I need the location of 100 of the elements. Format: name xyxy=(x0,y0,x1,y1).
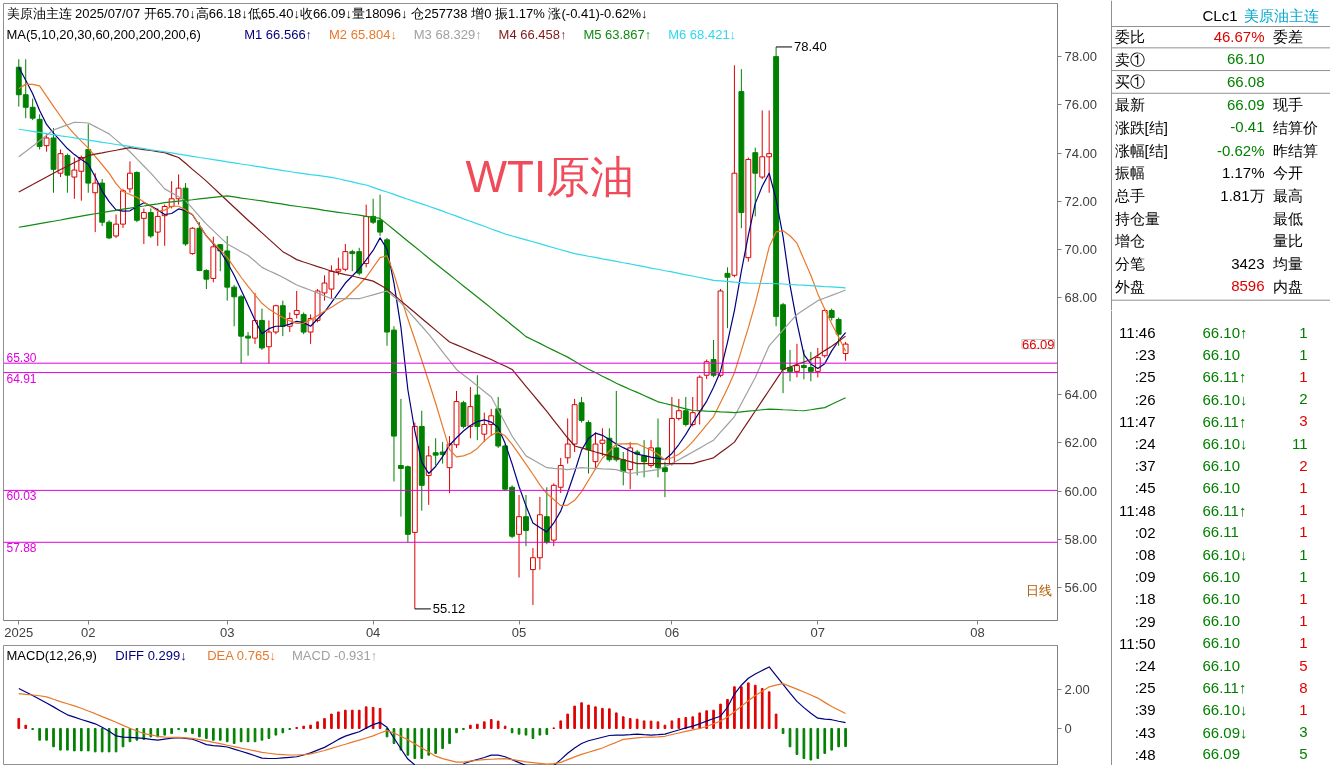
candlestick xyxy=(599,427,606,457)
data-label: 66.11↑ xyxy=(1202,679,1247,697)
annotation: 55.12 xyxy=(432,601,466,617)
data-label: 1 xyxy=(1299,478,1308,496)
data-label: 66.10↓ xyxy=(1202,390,1248,408)
category-label: :18 xyxy=(1134,590,1156,608)
data-label: 8596 xyxy=(1231,277,1265,295)
candlestick xyxy=(578,396,585,424)
x-tick-label: 02 xyxy=(81,624,96,640)
category-label: :02 xyxy=(1134,523,1156,541)
data-label: 66.10↓ xyxy=(1202,546,1248,563)
data-label: 66.10 xyxy=(1226,50,1265,68)
x-tick-label: 06 xyxy=(664,624,680,640)
candlestick xyxy=(523,494,529,547)
category-label: 结算价 xyxy=(1272,118,1318,136)
data-label: 66.10 xyxy=(1202,478,1241,496)
category-label: 振幅 xyxy=(1114,164,1145,182)
data-label: 66.10↓ xyxy=(1202,701,1248,719)
candlestick xyxy=(127,160,133,194)
category-label: 11:48 xyxy=(1119,501,1156,519)
category-label: 11:50 xyxy=(1119,634,1156,652)
candlestick xyxy=(627,441,634,490)
data-label: 1.81万 xyxy=(1220,186,1265,204)
data-label: 1 xyxy=(1299,367,1308,385)
data-label: 66.10 xyxy=(1202,589,1241,607)
chart-title: 美原油主连 2025/07/07 开65.70↓高66.18↓低65.40↓收66.09↓量18096↓ 仓257738 增0 振1.17% 涨(-0.41)-0.62%↓ xyxy=(6,6,648,21)
annotation: 78.40 xyxy=(794,39,827,55)
category-label: 外盘 xyxy=(1114,277,1145,295)
category-label: :43 xyxy=(1134,723,1156,741)
category-label: 现手 xyxy=(1272,96,1303,114)
candlestick xyxy=(752,147,759,217)
candlestick xyxy=(467,386,474,439)
data-label: 66.08 xyxy=(1226,72,1265,90)
category-label: 买① xyxy=(1114,73,1145,91)
category-label: 最新 xyxy=(1114,96,1145,114)
line-series xyxy=(18,128,847,289)
category-label: 委差 xyxy=(1272,28,1303,45)
candlestick xyxy=(564,417,571,465)
y-tick-label: 58.00 xyxy=(1064,531,1098,547)
ref-line-label: 65.30 xyxy=(6,351,37,366)
data-label: 66.10 xyxy=(1202,345,1241,363)
data-label: 66.10 xyxy=(1202,567,1241,585)
candlestick xyxy=(724,266,731,329)
data-label: -0.62% xyxy=(1216,141,1265,159)
text: DIFF 0.299↓ xyxy=(115,648,187,663)
category-label: 最高 xyxy=(1272,186,1303,204)
ref-line-label: 60.03 xyxy=(6,489,37,504)
category-label: 11:46 xyxy=(1119,324,1156,341)
data-label: 3 xyxy=(1299,412,1308,430)
data-label: 66.10 xyxy=(1202,634,1241,652)
category-label: :48 xyxy=(1134,745,1156,763)
candlestick xyxy=(57,149,64,178)
y-tick-label: 64.00 xyxy=(1064,387,1098,403)
category-label: :45 xyxy=(1134,479,1156,497)
y-tick-label: 62.00 xyxy=(1064,435,1098,451)
data-label: 66.09 xyxy=(1202,745,1241,763)
data-label: 1 xyxy=(1299,589,1308,607)
data-label: 66.10 xyxy=(1202,612,1241,630)
category-label: 涨幅[结] xyxy=(1114,141,1168,159)
data-label: 66.10↑ xyxy=(1202,324,1248,341)
candlestick xyxy=(252,292,258,345)
category-label: 最低 xyxy=(1272,209,1303,227)
candlestick xyxy=(92,172,99,233)
text: M2 65.804↓ xyxy=(328,27,397,42)
annotation: 日线 xyxy=(1025,583,1052,598)
category-label: 涨跌[结] xyxy=(1114,118,1168,136)
y-tick-label: 76.00 xyxy=(1064,97,1098,113)
annotation: MACD -0.931↑ xyxy=(292,648,378,663)
candlestick xyxy=(460,400,467,429)
text: M4 66.458↑ xyxy=(498,27,567,42)
category-label: 11:47 xyxy=(1119,412,1156,430)
candlestick xyxy=(689,396,696,427)
candlestick xyxy=(64,153,71,194)
text: CLc1 xyxy=(1202,7,1238,24)
text: WTI原油 xyxy=(465,152,635,201)
category-label: 分笔 xyxy=(1114,255,1145,272)
text: M6 68.421↓ xyxy=(668,27,737,42)
data-label: 3 xyxy=(1299,723,1308,741)
annotation: 66.09 xyxy=(1021,336,1055,352)
text: M1 66.566↑ xyxy=(244,27,313,42)
y-tick-label: 68.00 xyxy=(1064,290,1098,306)
x-tick-label: 2025 xyxy=(4,624,34,640)
category-label: :25 xyxy=(1134,368,1156,386)
category-label: :26 xyxy=(1134,390,1156,408)
category-label: :24 xyxy=(1134,435,1156,452)
ref-line-label: 64.91 xyxy=(6,371,37,386)
data-label: 1 xyxy=(1299,523,1308,541)
category-label: 增仓 xyxy=(1113,232,1145,250)
data-label: -0.41 xyxy=(1230,118,1265,136)
data-label: 2 xyxy=(1299,390,1308,408)
category-label: :25 xyxy=(1134,679,1156,697)
candlestick xyxy=(425,445,432,506)
data-label: 1 xyxy=(1299,700,1308,718)
data-label: 66.09↓ xyxy=(1202,723,1248,741)
category-label: :37 xyxy=(1134,457,1156,475)
candlestick xyxy=(279,300,286,337)
data-label: 5 xyxy=(1299,745,1308,763)
y-tick-label: 74.00 xyxy=(1064,145,1098,161)
category-label: :09 xyxy=(1134,568,1156,586)
category-label: 今开 xyxy=(1272,164,1303,182)
